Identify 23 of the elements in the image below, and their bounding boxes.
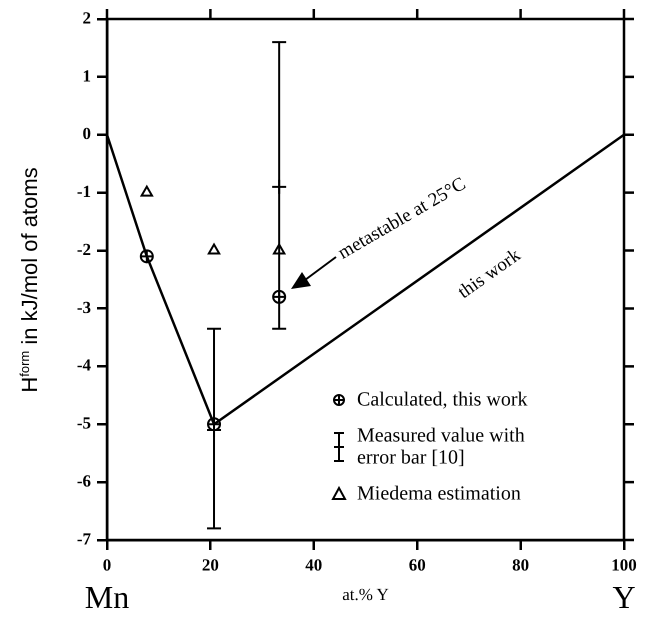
y-tick-label: -4 [76, 356, 92, 375]
y-tick-label: -6 [76, 472, 91, 490]
legend-label: Measured value with error bar [10] [357, 424, 525, 468]
y-tick-label: -2 [76, 240, 91, 259]
text: Mn [84, 579, 130, 615]
annotation: this work [454, 244, 525, 303]
legend-label: Calculated, this work [357, 388, 528, 410]
x-tick-label: 80 [512, 556, 530, 575]
x-tick-label: 20 [202, 556, 219, 575]
y-tick-label: -3 [76, 298, 91, 317]
y-tick-label: -7 [76, 529, 92, 548]
y-tick-label: 0 [82, 124, 91, 144]
legend-label: Miedema estimation [357, 482, 521, 504]
x-tick-label: 40 [305, 556, 322, 575]
x-axis-title: at.% Y [342, 585, 389, 604]
x-tick-label: 0 [102, 556, 112, 575]
y-tick-label: -1 [76, 182, 91, 202]
y-tick-label: -5 [76, 414, 91, 433]
x-tick-label: 100 [611, 556, 637, 575]
y-tick-label: 2 [82, 8, 91, 28]
x-tick-label: 60 [408, 556, 426, 575]
y-tick-label: 1 [82, 66, 91, 86]
text: Y [612, 579, 636, 615]
